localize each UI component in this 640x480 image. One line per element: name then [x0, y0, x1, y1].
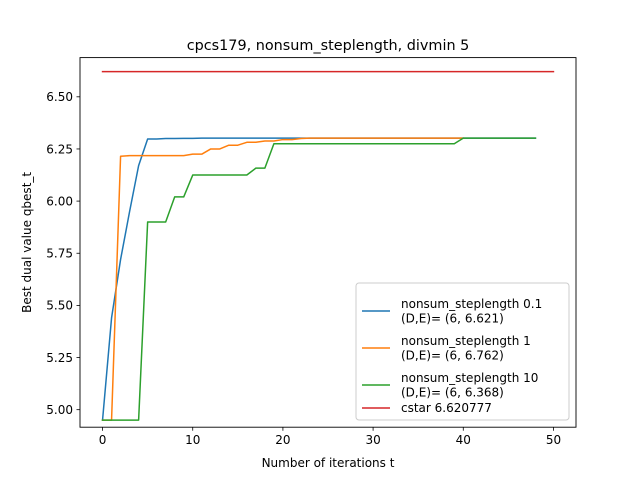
- x-axis-label: Number of iterations t: [262, 456, 395, 470]
- y-tick-label: 5.00: [46, 403, 73, 417]
- legend-label-1: nonsum_steplength 1 (D,E)= (6, 6.762): [401, 334, 531, 363]
- x-tick-label: 10: [185, 433, 200, 447]
- y-axis-ticks: 5.00 5.25 5.50 5.75 6.00 6.25 6.50: [46, 90, 80, 417]
- y-tick-label: 6.25: [46, 142, 73, 156]
- chart-title: cpcs179, nonsum_steplength, divmin 5: [187, 38, 470, 54]
- x-tick-label: 50: [546, 433, 561, 447]
- plot-lines: [101, 70, 555, 421]
- series-line-1: [101, 137, 465, 421]
- series-line-2: [101, 137, 537, 421]
- y-tick-label: 6.00: [46, 194, 73, 208]
- x-tick-label: 0: [99, 433, 107, 447]
- y-tick-label: 5.50: [46, 299, 73, 313]
- legend-label-0: nonsum_steplength 0.1 (D,E)= (6, 6.621): [401, 297, 542, 326]
- legend: nonsum_steplength 0.1 (D,E)= (6, 6.621) no…: [355, 282, 570, 421]
- y-tick-label: 5.25: [46, 351, 73, 365]
- x-tick-label: 30: [365, 433, 380, 447]
- axes-frame: [79, 57, 577, 428]
- legend-box: [355, 282, 570, 421]
- x-tick-label: 40: [456, 433, 471, 447]
- x-tick-label: 20: [275, 433, 290, 447]
- legend-label-2: nonsum_steplength 10 (D,E)= (6, 6.368): [401, 371, 538, 400]
- x-axis-ticks: 0 10 20 30 40 50: [99, 427, 561, 447]
- y-tick-label: 6.50: [46, 90, 73, 104]
- legend-label-3: cstar 6.620777: [401, 401, 492, 415]
- y-axis-label: Best dual value qbest_t: [20, 172, 34, 313]
- y-tick-label: 5.75: [46, 247, 73, 261]
